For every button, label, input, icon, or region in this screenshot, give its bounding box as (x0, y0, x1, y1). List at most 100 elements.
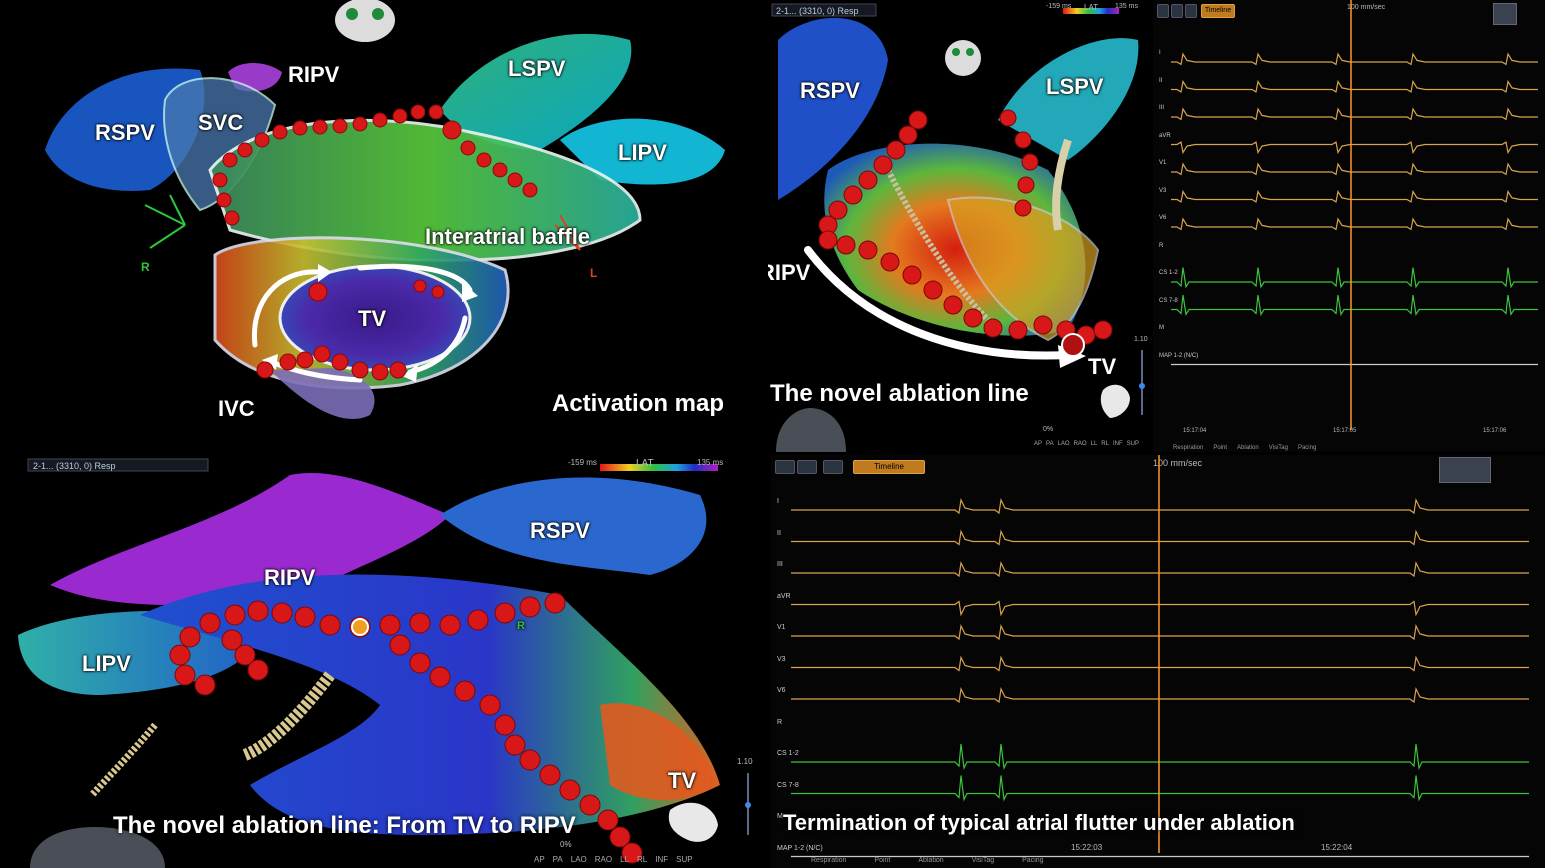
view-button-ap[interactable]: AP (534, 855, 545, 864)
ecg-trace (1171, 162, 1538, 176)
timeline-button[interactable]: Timeline (1201, 4, 1235, 18)
ecg-footer-tags: Respiration Point Ablation VisiTag Pacing (811, 857, 1044, 864)
ecg-trace (1171, 79, 1538, 93)
ecg-footer-tags: Respiration Point Ablation VisiTag Pacing (1173, 445, 1316, 451)
caption-termination: Termination of typical atrial flutter un… (783, 810, 1295, 835)
ecg-channel-label: III (777, 561, 783, 568)
ecg-channel-label: CS 7-8 (777, 781, 799, 789)
ecg-channel-label: MAP 1-2 (N/C) (1159, 352, 1199, 359)
ecg-channel-label: II (1159, 77, 1163, 84)
ecg-channel-label: R (777, 718, 783, 726)
footer-tag-pacing[interactable]: Pacing (1022, 857, 1044, 864)
footer-tag-point[interactable]: Point (874, 857, 891, 864)
ecg-panel-bottom[interactable]: Timeline 100 mm/sec I II III aVR V1 V3 V6 R CS 1… (771, 455, 1545, 868)
view-button-lao[interactable]: LAO (570, 855, 587, 864)
ecg-channel-label: aVR (777, 592, 791, 600)
view-button-rao[interactable]: RAO (1073, 441, 1087, 447)
view-button-inf[interactable]: INF (655, 855, 669, 864)
zoom-value: 1.10 (737, 757, 753, 766)
view-button-rl[interactable]: RL (637, 855, 648, 864)
ecg-channel-label: I (777, 498, 779, 505)
ecg-channel-label: M (777, 813, 783, 820)
axis-label-r: R (517, 620, 525, 632)
label-interatrial-baffle: Interatrial baffle (425, 224, 591, 249)
heart-thumbnail-icon (1100, 384, 1130, 418)
heart-thumbnail-icon (668, 802, 718, 842)
camera-icon[interactable] (1493, 3, 1517, 25)
ablation-line-ripv-panel[interactable]: 2-1... (3310, 0) Resp -159 ms LAT 135 ms… (0, 455, 768, 868)
ecg-time-label: 15:17:06 (1483, 428, 1507, 434)
ecg-traces-bottom (791, 455, 1529, 858)
ecg-channel-label: V3 (1159, 187, 1167, 194)
label-lspv: LSPV (508, 56, 566, 81)
ecg-trace (1171, 189, 1538, 203)
view-button-lao[interactable]: LAO (1057, 441, 1070, 447)
label-lspv: LSPV (1046, 74, 1104, 99)
opacity-percent: 0% (560, 840, 572, 849)
toolbar-button[interactable] (775, 460, 795, 474)
view-button-sup[interactable]: SUP (676, 855, 693, 864)
label-lipv: LIPV (618, 140, 667, 165)
view-button-pa[interactable]: PA (552, 855, 563, 864)
ecg-trace (791, 743, 1529, 771)
view-button-ll[interactable]: LL (1090, 441, 1098, 447)
ablation-line-ripv-render (18, 458, 751, 868)
ecg-trace (1171, 267, 1538, 289)
ecg-time-label: 15:17:04 (1183, 428, 1207, 434)
toolbar-button[interactable] (1171, 4, 1183, 18)
camera-icon[interactable] (1439, 457, 1491, 483)
label-rspv: RSPV (800, 78, 860, 103)
ecg-trace (791, 624, 1529, 641)
ecg-channel-label: II (777, 529, 781, 537)
lat-max: 135 ms (697, 458, 724, 467)
toolbar-button[interactable] (823, 460, 843, 474)
ecg-channel-label: M (1159, 325, 1164, 331)
ecg-channel-label: V6 (1159, 215, 1167, 221)
toolbar-button[interactable] (1157, 4, 1169, 18)
sweep-speed: 100 mm/sec (1153, 458, 1203, 468)
timeline-button[interactable]: Timeline (853, 460, 925, 474)
footer-tag-pacing[interactable]: Pacing (1297, 445, 1317, 451)
axis-label-r: R (141, 260, 150, 274)
view-button-ap[interactable]: AP (1034, 441, 1043, 447)
footer-tag-respiration[interactable]: Respiration (811, 857, 847, 864)
view-button-inf[interactable]: INF (1112, 441, 1123, 447)
view-button-rao[interactable]: RAO (594, 855, 613, 864)
zoom-value: 1.10 (1134, 336, 1148, 343)
view-button-sup[interactable]: SUP (1126, 441, 1139, 447)
view-button-pa[interactable]: PA (1046, 441, 1054, 447)
activation-map-render (45, 0, 725, 419)
footer-tag-ablation[interactable]: Ablation (918, 857, 944, 864)
ecg-panel-top[interactable]: Timeline 100 mm/sec I II III aVR V1 V3 V6 R CS 1… (1153, 0, 1545, 452)
ecg-channel-label: CS 1-2 (1159, 270, 1178, 276)
opacity-percent: 0% (1043, 426, 1054, 433)
axis-label-l: L (590, 266, 598, 280)
footer-tag-respiration[interactable]: Respiration (1173, 445, 1204, 451)
ecg-channel-label: V3 (777, 655, 786, 663)
ecg-trace (1171, 52, 1538, 66)
footer-tag-ablation[interactable]: Ablation (1237, 445, 1259, 451)
ecg-channel-label: V1 (1159, 160, 1167, 166)
view-button-rl[interactable]: RL (1101, 441, 1109, 447)
caption-novel-ablation-line: The novel ablation line (770, 380, 1029, 407)
label-tv: TV (668, 768, 697, 793)
footer-tag-visitag[interactable]: VisiTag (971, 857, 995, 864)
footer-tag-visitag[interactable]: VisiTag (1268, 445, 1288, 451)
ecg-trace (791, 775, 1529, 802)
label-lipv: LIPV (82, 651, 131, 676)
toolbar-button[interactable] (797, 460, 817, 474)
label-tv: TV (358, 306, 387, 331)
ecg-trace (791, 498, 1529, 515)
ecg-channel-label: CS 1-2 (777, 750, 799, 757)
activation-map-panel[interactable]: RIPV LSPV RSPV SVC LIPV Interatrial baff… (0, 0, 765, 452)
ecg-trace (791, 529, 1529, 546)
toolbar-button[interactable] (1185, 4, 1197, 18)
ecg-channel-label: R (1159, 242, 1164, 249)
view-button-ll[interactable]: LL (620, 855, 630, 864)
ablation-line-map-panel[interactable]: 2-1... (3310, 0) Resp -159 ms LAT 135 ms… (768, 0, 1153, 452)
ecg-time-label: 15:17:05 (1333, 428, 1357, 434)
ecg-channel-label: I (1159, 50, 1161, 56)
label-svc: SVC (198, 110, 244, 135)
ecg-trace (1171, 107, 1538, 121)
footer-tag-point[interactable]: Point (1213, 445, 1228, 451)
